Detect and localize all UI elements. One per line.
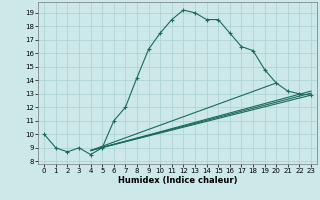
X-axis label: Humidex (Indice chaleur): Humidex (Indice chaleur) (118, 176, 237, 185)
